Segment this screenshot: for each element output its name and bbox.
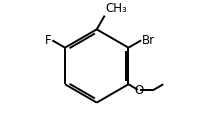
Text: CH₃: CH₃ [105,2,127,15]
Text: F: F [45,34,52,47]
Text: O: O [134,84,144,97]
Text: Br: Br [142,34,155,47]
